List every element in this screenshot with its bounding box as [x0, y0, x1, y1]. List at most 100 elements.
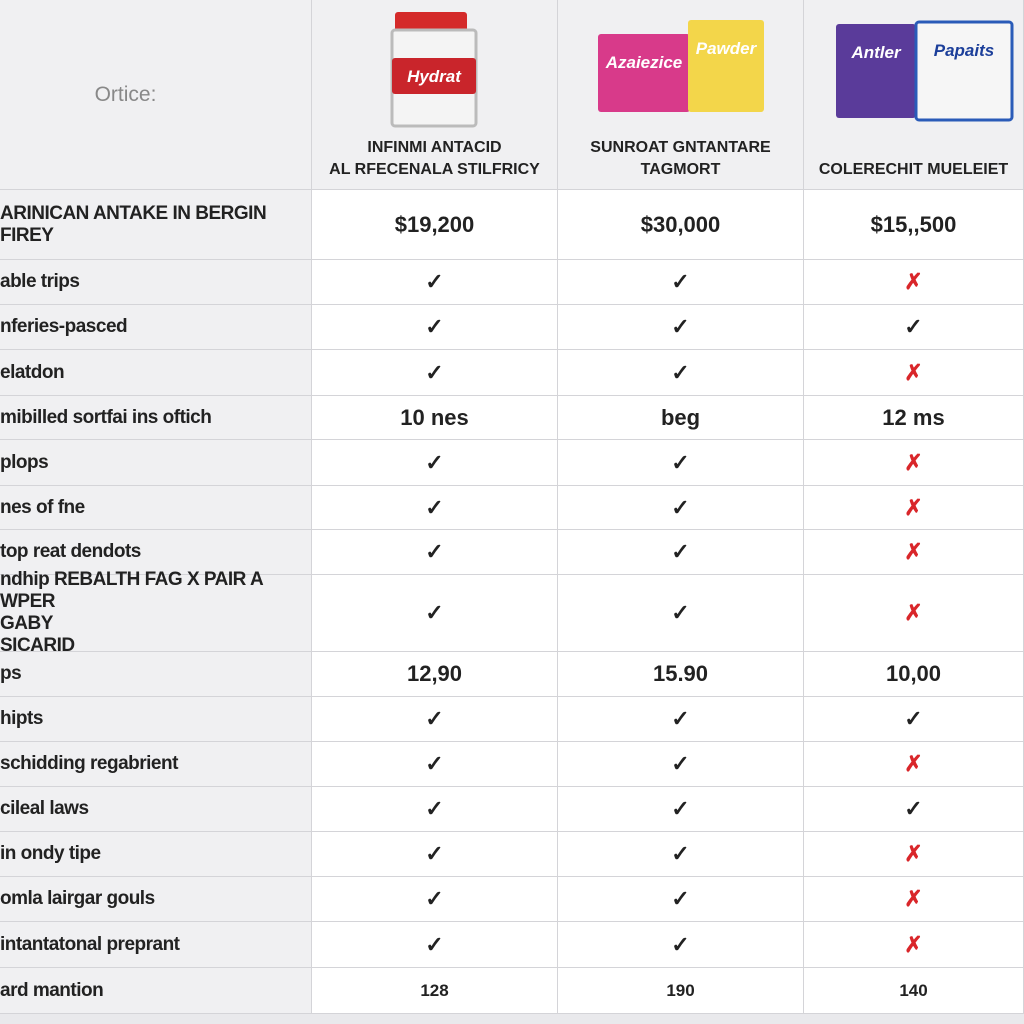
cell-text: ✓ [671, 841, 690, 866]
cell-value: 10 nes [312, 396, 558, 440]
cell-text: $19,200 [394, 211, 475, 237]
row-label: ndhip REBALTH FAG X PAIR A WPER GABY SICAR… [0, 569, 312, 656]
cell-text: ✓ [671, 931, 690, 957]
cell-value: ✓ [312, 787, 558, 832]
corner-label: Ortice: [94, 82, 157, 106]
row-label: schidding regabrient [0, 742, 312, 787]
cell-value: ✓ [558, 260, 804, 305]
package [392, 58, 476, 94]
row-label-text: plops [0, 451, 49, 473]
cell-text: ✓ [425, 841, 444, 866]
cell-text: ✓ [671, 706, 690, 731]
row-label: plops [0, 440, 312, 486]
package-text: Antler [850, 43, 902, 62]
cell-text: ✓ [425, 314, 444, 339]
cell-text: 15.90 [652, 661, 709, 686]
cell-text: ✗ [904, 931, 923, 957]
cell-value: ✓ [312, 832, 558, 877]
cell-text: ✓ [425, 796, 444, 821]
cell-value: ✓ [312, 742, 558, 787]
row-label: intantatonal preprant [0, 922, 312, 968]
package-text: Hydrat [407, 67, 462, 86]
cell-text: ✓ [425, 751, 444, 776]
cell-text: $30,000 [640, 211, 721, 237]
cell-value: 10,00 [804, 652, 1024, 697]
cell-text: ✓ [425, 269, 444, 294]
cell-value: ✓ [558, 697, 804, 742]
cell-value: ✗ [804, 260, 1024, 305]
row-label-text: ndhip REBALTH FAG X PAIR A WPER [0, 569, 263, 612]
cell-value: ✗ [804, 832, 1024, 877]
header-corner: Ortice: [0, 0, 312, 190]
cell-value: ✓ [312, 877, 558, 922]
row-label-text: ard mantion [0, 979, 104, 1001]
row-label: in ondy tipe [0, 832, 312, 877]
row-label: mibilled sortfai ins oftich [0, 396, 312, 440]
cell-value: ✓ [558, 787, 804, 832]
cell-text: ✓ [425, 449, 444, 475]
row-label-text: in ondy tipe [0, 843, 101, 864]
cell-value: ✓ [312, 697, 558, 742]
cell-text: ✓ [671, 886, 690, 911]
cell-text: ✓ [671, 314, 690, 339]
row-label-text: nferies-pasced [0, 316, 128, 337]
cell-text: ✓ [671, 796, 690, 821]
product-name: AL RFECENALA STILFRICY [329, 161, 540, 178]
row-label-text: SICARID [0, 635, 75, 656]
product-name: COLERECHIT MUELEIET [818, 161, 1009, 178]
cell-value: ✓ [312, 440, 558, 486]
cell-value: ✓ [558, 486, 804, 530]
cell-text: ✓ [671, 269, 690, 294]
row-label: ps [0, 652, 312, 697]
cell-value: $15,,500 [804, 190, 1024, 260]
cell-value: ✓ [312, 350, 558, 396]
cell-text: ✓ [425, 931, 444, 957]
row-label-text: mibilled sortfai ins oftich [0, 406, 212, 428]
cell-text: ✓ [671, 449, 690, 475]
cell-value: 12,90 [312, 652, 558, 697]
package [688, 20, 764, 112]
cell-value: ✓ [558, 877, 804, 922]
cell-value: ✓ [312, 530, 558, 575]
cell-value: 140 [804, 968, 1024, 1014]
cell-text: ✓ [425, 886, 444, 911]
cell-value: ✓ [312, 260, 558, 305]
cell-value: ✓ [558, 350, 804, 396]
cell-value: 15.90 [558, 652, 804, 697]
cell-value: ✓ [558, 742, 804, 787]
cell-value: ✗ [804, 486, 1024, 530]
cell-text: ✗ [904, 886, 923, 911]
cell-value: ✗ [804, 350, 1024, 396]
cell-value: ✓ [558, 575, 804, 652]
row-label-text: GABY [0, 613, 53, 634]
row-label-text: FIREY [0, 224, 54, 246]
row-label-text: omla lairgar gouls [0, 888, 155, 909]
cell-value: ✓ [312, 305, 558, 350]
cell-value: $19,200 [312, 190, 558, 260]
package-text: Pawder [696, 39, 758, 58]
cell-text: ✗ [904, 359, 923, 385]
cell-text: ✗ [904, 751, 923, 776]
cell-value: 190 [558, 968, 804, 1014]
package [836, 24, 916, 118]
cell-text: ✓ [425, 359, 444, 385]
cell-text: $15,,500 [870, 211, 957, 237]
row-label-text: elatdon [0, 361, 65, 383]
cell-value: ✓ [558, 530, 804, 575]
cell-text: ✓ [671, 600, 690, 625]
cell-text: ✓ [671, 494, 690, 520]
cell-text: ✗ [904, 494, 923, 520]
cell-value: $30,000 [558, 190, 804, 260]
row-label-text: hipts [0, 708, 43, 729]
cell-text: 10,00 [885, 661, 942, 686]
cell-text: ✗ [904, 449, 923, 475]
row-label-text: ps [0, 663, 22, 684]
cell-value: ✓ [558, 440, 804, 486]
cell-text: 12,90 [406, 661, 463, 686]
row-label: top reat dendots [0, 530, 312, 575]
cell-value: ✗ [804, 575, 1024, 652]
row-label: cileal laws [0, 787, 312, 832]
cell-value: ✓ [312, 486, 558, 530]
cell-text: 12 ms [882, 404, 945, 430]
row-label-text: nes of fne [0, 496, 85, 518]
